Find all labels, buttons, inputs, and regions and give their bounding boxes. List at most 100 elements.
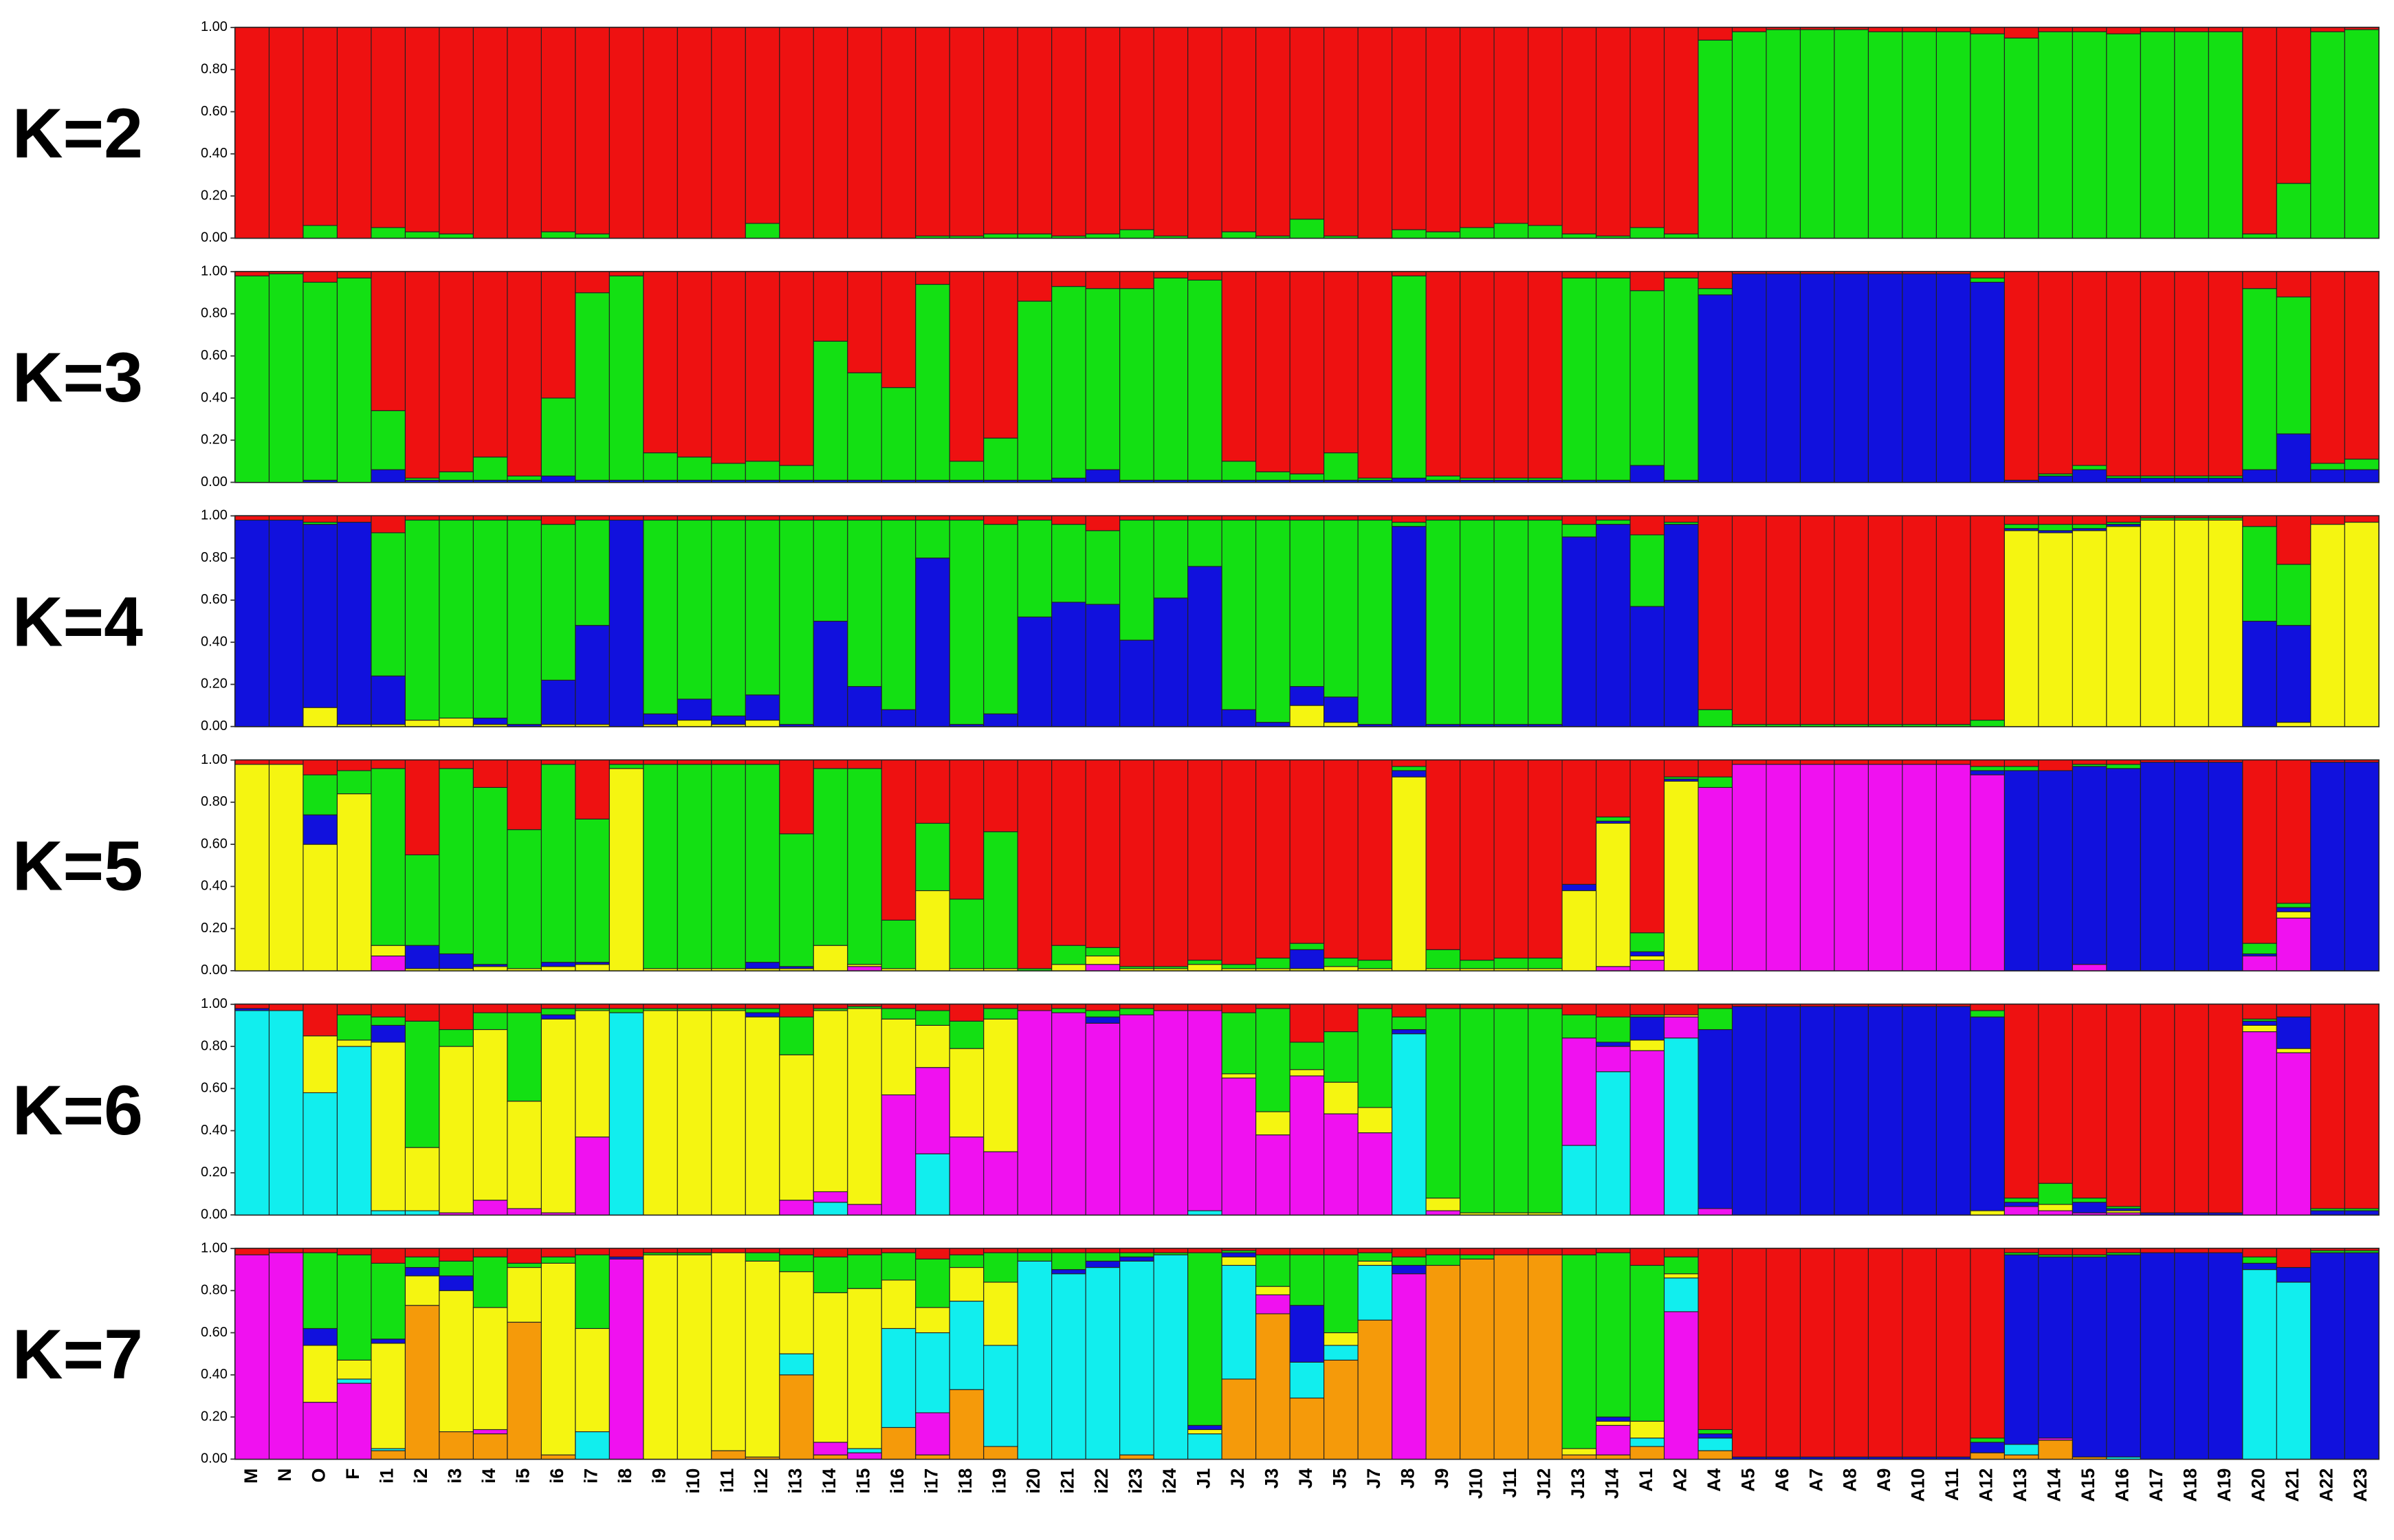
bar-segment (1595, 1424, 1631, 1455)
bar-segment (1051, 271, 1086, 287)
bar-segment (745, 764, 780, 963)
bar-segment (2276, 515, 2311, 565)
bar-segment (1017, 271, 1053, 302)
bar-segment (2242, 1020, 2277, 1026)
bar-segment (2344, 27, 2380, 30)
bar-segment (745, 519, 780, 696)
bar-segment (575, 760, 610, 820)
bar-segment (1561, 536, 1597, 727)
bar-segment (234, 1010, 270, 1216)
bar-segment (2003, 524, 2039, 529)
bar-segment (1493, 223, 1529, 239)
bar-segment (2140, 477, 2175, 483)
bar-segment (1935, 764, 1971, 971)
bar-segment (1561, 890, 1597, 971)
bar-segment (1357, 271, 1393, 478)
bar-segment (983, 713, 1018, 727)
bar-segment (540, 1248, 576, 1257)
bar-segment (472, 1307, 508, 1431)
bar-segment (1221, 1077, 1257, 1216)
bar-segment (1085, 760, 1121, 948)
bar-segment (1561, 515, 1597, 525)
bar-segment (711, 764, 746, 969)
bar-segment (643, 271, 678, 454)
bar-segment (1799, 273, 1835, 483)
bar-segment (1493, 1004, 1529, 1009)
bar-segment (303, 1035, 338, 1094)
bar-segment (1663, 233, 1699, 239)
bar-segment (608, 1248, 644, 1257)
bar-segment (371, 1210, 406, 1216)
bar-segment (2106, 526, 2141, 727)
bar-segment (1357, 1008, 1393, 1108)
bar-segment (1561, 1145, 1597, 1216)
bar-segment (1051, 1248, 1086, 1253)
bar-segment (2344, 469, 2380, 483)
bar-segment (540, 1018, 576, 1213)
bar-segment (2038, 1004, 2073, 1184)
bar-segment (507, 760, 542, 830)
bar-segment (1017, 27, 1053, 234)
bar-segment (847, 685, 882, 727)
x-tick-label: A11 (1942, 1468, 1962, 1501)
bar-segment (2276, 917, 2311, 971)
bar-segment (1935, 515, 1971, 725)
bar-segment (1595, 1420, 1631, 1426)
y-tick-label: 0.80 (201, 62, 228, 77)
bar-segment (1902, 27, 1937, 32)
bar-segment (949, 1004, 985, 1022)
x-tick-label: A16 (2112, 1468, 2133, 1502)
bar-segment (2003, 1254, 2039, 1445)
bar-segment (1902, 1004, 1937, 1007)
bar-segment (1528, 519, 1563, 725)
bar-segment (1017, 519, 1053, 617)
bar-segment (915, 1004, 950, 1011)
bar-segment (2208, 1004, 2243, 1213)
bar-segment (1460, 760, 1495, 961)
bar-segment (1357, 760, 1393, 961)
bar-segment (1255, 1134, 1291, 1216)
bar-segment (1153, 27, 1189, 236)
bar-segment (1663, 1016, 1699, 1039)
bar-segment (336, 1040, 372, 1047)
bar-segment (1324, 27, 1359, 236)
bar-segment (1834, 764, 1869, 971)
bar-segment (677, 764, 712, 969)
bar-segment (2106, 768, 2141, 971)
x-tick-label: M (241, 1468, 261, 1484)
bar-segment (2106, 760, 2141, 765)
bar-segment (915, 1024, 950, 1068)
bar-segment (643, 1254, 678, 1460)
bar-segment (2038, 31, 2073, 239)
bar-segment (779, 760, 814, 835)
y-tick-label: 0.20 (201, 1409, 228, 1424)
bar-segment (404, 515, 440, 521)
bar-segment (1629, 290, 1665, 466)
bar-segment (847, 768, 882, 965)
bar-segment (507, 1248, 542, 1264)
bar-segment (677, 1254, 712, 1460)
x-tick-label: i18 (955, 1468, 976, 1494)
bar-segment (881, 1018, 916, 1096)
bar-segment (847, 271, 882, 373)
bar-segment (439, 768, 474, 954)
bar-segment (1970, 1438, 2005, 1443)
bar-segment (575, 1254, 610, 1329)
bar-segment (1357, 1260, 1393, 1266)
bar-segment (2208, 760, 2243, 763)
bar-segment (643, 452, 678, 481)
bar-segment (983, 1248, 1018, 1253)
bar-segment (1289, 943, 1325, 950)
bar-segment (677, 1248, 712, 1253)
bar-segment (303, 814, 338, 845)
bar-segment (677, 698, 712, 721)
y-tick-label: 0.00 (201, 474, 228, 490)
bar-segment (1834, 1004, 1869, 1007)
bar-segment (2174, 1252, 2209, 1460)
bar-segment (949, 1389, 985, 1460)
bar-segment (813, 340, 848, 481)
bar-segment (1017, 1260, 1053, 1460)
bar-segment (1392, 1256, 1427, 1266)
bar-segment (1731, 271, 1767, 274)
bar-segment (1595, 822, 1631, 967)
